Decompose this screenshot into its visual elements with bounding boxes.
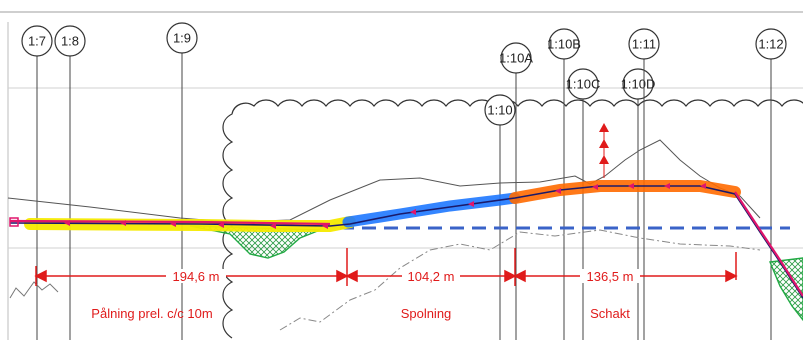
gridline-marker-1-10 [484, 94, 516, 126]
gridline-label-1-10: 1:10 [487, 103, 512, 118]
gridline-marker-1-10B [548, 28, 580, 60]
section-label-pilings: Pålning prel. c/c 10m [91, 306, 212, 321]
revision-cloud [222, 99, 803, 339]
upward-arrows [599, 123, 609, 178]
gridline-label-1-8: 1:8 [61, 34, 79, 49]
start-marker [9, 217, 19, 227]
dimension-label-3: 136,5 m [587, 269, 634, 284]
gridline-group: 1:7 1:8 1:9 1:10A 1:10 1:10B 1:10C 1:10D 1:11 1:1… [21, 22, 787, 340]
left-terrain-sketch [9, 281, 59, 299]
section-label-excavation: Schakt [590, 306, 630, 321]
flow-arrow-2 [170, 221, 176, 227]
flow-arrow-6 [410, 209, 416, 215]
dim-label-bg-3 [580, 269, 640, 283]
flow-arrow-3 [218, 222, 224, 228]
flow-arrow-0 [64, 220, 70, 226]
gridline-label-1-10B: 1:10B [547, 37, 581, 52]
existing-terrain [279, 229, 761, 331]
flow-arrow-1 [120, 220, 126, 226]
gridline-marker-1-10D [622, 68, 654, 100]
flow-arrow-4 [270, 223, 276, 229]
flow-arrow-11 [664, 183, 670, 189]
gridline-marker-1-7 [21, 25, 53, 57]
gridline-label-1-10C: 1:10C [566, 77, 601, 92]
dimension-label-2: 104,2 m [408, 269, 455, 284]
flow-arrow-9 [592, 184, 598, 190]
gridline-label-1-12: 1:12 [758, 37, 783, 52]
flow-arrow-8 [555, 188, 561, 194]
flow-arrow-group [64, 183, 706, 229]
gridline-label-1-7: 1:7 [28, 34, 46, 49]
flow-arrow-10 [628, 183, 634, 189]
gridline-label-1-10A: 1:10A [499, 51, 533, 66]
green-hatch-right [768, 257, 803, 322]
dimension-label-1: 194,6 m [173, 269, 220, 284]
gridline-label-1-11: 1:11 [632, 37, 656, 52]
flow-arrow-7 [468, 201, 474, 207]
flow-arrow-12 [700, 183, 706, 189]
gridline-marker-1-10C [567, 68, 599, 100]
gridline-label-1-9: 1:9 [173, 31, 191, 46]
gridline-label-1-10D: 1:10D [621, 77, 656, 92]
gridline-marker-1-9 [166, 22, 198, 54]
pink-segment [9, 191, 803, 297]
dim-label-bg-1 [166, 269, 226, 283]
gridline-marker-1-10A [500, 42, 532, 74]
flow-arrow-5 [322, 223, 328, 229]
gridline-marker-1-12 [755, 28, 787, 60]
gridline-marker-1-11 [628, 28, 660, 60]
gridline-marker-1-8 [54, 25, 86, 57]
section-label-flushing: Spolning [401, 306, 452, 321]
dim-label-bg-2 [402, 269, 460, 283]
